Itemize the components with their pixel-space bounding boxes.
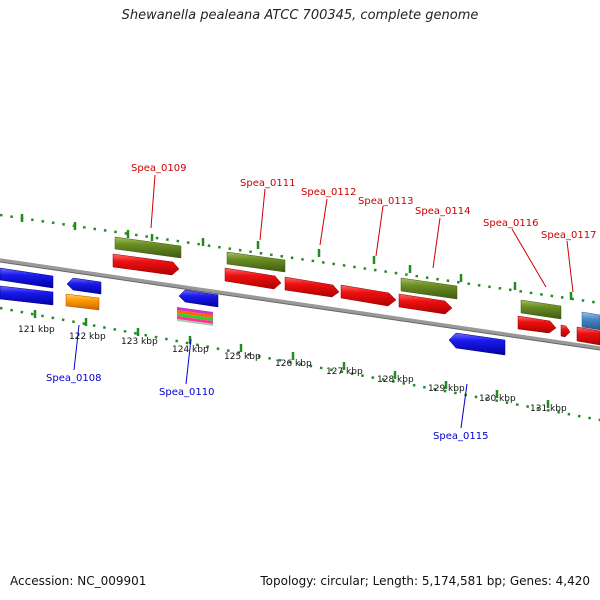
- map-title: Shewanella pealeana ATCC 700345, complet…: [121, 8, 479, 23]
- green-feature: [400, 277, 458, 300]
- blue-feature-arrow: [0, 285, 54, 306]
- genome-backbone: [0, 258, 600, 350]
- inner-ruler-major-ticks: [33, 310, 550, 408]
- gene-label-spea-0114[interactable]: Spea_0114: [415, 206, 470, 217]
- gene-label-spea-0112[interactable]: Spea_0112: [301, 187, 356, 198]
- red-feature-arrow: [398, 293, 453, 315]
- red-feature-arrow: [340, 284, 397, 307]
- gene-label-spea-0110[interactable]: Spea_0110: [159, 387, 214, 398]
- inner-ruler: [0, 306, 600, 422]
- tick-label: 131 kbp: [530, 404, 567, 414]
- red-feature-arrow: [284, 276, 340, 298]
- tick-label: 124 kbp: [172, 345, 209, 355]
- gene-label-spea-0111[interactable]: Spea_0111: [240, 178, 295, 189]
- red-feature-arrow: [224, 267, 282, 290]
- gene-label-spea-0117[interactable]: Spea_0117: [541, 230, 596, 241]
- steelblue-feature: [581, 311, 600, 331]
- tick-label: 126 kbp: [275, 359, 312, 369]
- green-feature: [114, 236, 182, 259]
- gene-label-spea-0108[interactable]: Spea_0108: [46, 373, 101, 384]
- tick-label: 125 kbp: [224, 352, 261, 362]
- multicolor-feature: [177, 307, 213, 326]
- tick-label: 129 kbp: [428, 384, 465, 394]
- tick-label: 128 kbp: [377, 375, 414, 385]
- genome-summary-text: Topology: circular; Length: 5,174,581 bp…: [260, 574, 590, 588]
- top-label-leaders: [150, 174, 574, 293]
- red-feature-arrow: [112, 253, 180, 276]
- tick-label: 123 kbp: [121, 337, 158, 347]
- tick-label: 121 kbp: [18, 325, 55, 335]
- blue-feature-arrow: [0, 267, 54, 289]
- red-feature-arrow: [560, 324, 571, 338]
- gene-label-spea-0113[interactable]: Spea_0113: [358, 196, 413, 207]
- tick-label: 127 kbp: [326, 367, 363, 377]
- green-feature: [226, 251, 286, 273]
- green-feature: [520, 299, 562, 320]
- outer-ruler-major-ticks: [20, 214, 573, 300]
- red-feature-arrow: [517, 315, 557, 334]
- outer-ruler: [0, 213, 600, 305]
- red-feature-arrow: [576, 326, 600, 346]
- tick-label: 122 kbp: [69, 332, 106, 342]
- accession-text: Accession: NC_009901: [10, 574, 147, 588]
- green-feature-row: [114, 236, 562, 320]
- bottom-label-leaders: [73, 324, 468, 429]
- blue-feature-arrow: [448, 332, 506, 356]
- blue-feature-row: [0, 267, 506, 356]
- blue-feature-arrow: [66, 277, 102, 295]
- red-feature-row: [112, 253, 600, 346]
- genome-backbone-shadow: [0, 261, 600, 351]
- gene-label-spea-0116[interactable]: Spea_0116: [483, 218, 538, 229]
- blue-feature-arrow: [178, 289, 219, 308]
- gene-label-spea-0109[interactable]: Spea_0109: [131, 163, 186, 174]
- gene-label-spea-0115[interactable]: Spea_0115: [433, 431, 488, 442]
- tick-label: 130 kbp: [479, 394, 516, 404]
- orange-feature: [65, 293, 100, 311]
